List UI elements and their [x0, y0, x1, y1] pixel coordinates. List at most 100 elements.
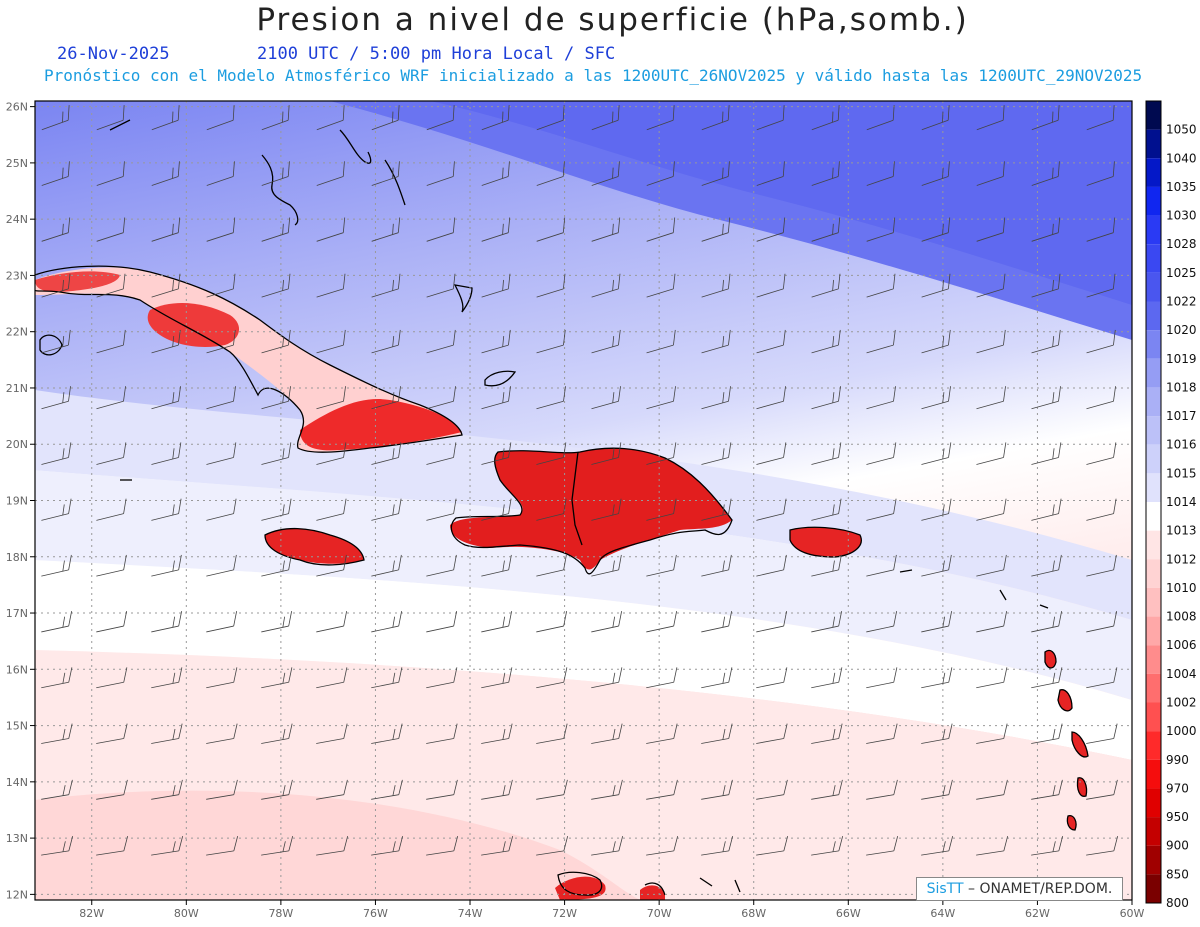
wind-barb [316, 836, 349, 856]
wind-barb [591, 386, 621, 410]
colorbar-swatch-1035 [1146, 158, 1161, 187]
colorbar-swatch-1000 [1146, 702, 1161, 732]
wind-barb [151, 611, 183, 633]
wind-barb [426, 836, 459, 856]
wind-barb [96, 498, 127, 521]
wind-barb [536, 611, 568, 633]
model-subtitle: Pronóstico con el Modelo Atmosférico WRF… [44, 66, 1143, 85]
wind-barb [1086, 611, 1118, 633]
tick-label-62W: 62W [1025, 907, 1050, 920]
wind-barb [371, 611, 403, 633]
wind-barb [976, 442, 1007, 465]
wind-barb [316, 498, 347, 521]
wind-barb [701, 329, 731, 354]
wind-barb [756, 273, 786, 298]
wind-barb [536, 442, 567, 465]
wind-barb [976, 105, 1005, 131]
wind-barb [591, 779, 623, 800]
wind-barb [536, 329, 566, 354]
wind-barb [976, 667, 1008, 689]
colorbar-label-1030: 1030 [1166, 209, 1197, 223]
wind-barb [1086, 442, 1117, 465]
colorbar-swatch-1008 [1146, 587, 1161, 617]
wind-barb [261, 723, 293, 744]
wind-barb [151, 105, 180, 131]
wind-barb [261, 667, 293, 689]
wind-barb [646, 723, 678, 744]
wind-barb [866, 554, 897, 577]
cuba-east-low [300, 399, 462, 451]
colorbar-swatch-1022 [1146, 272, 1161, 302]
wind-barb [976, 836, 1009, 856]
wind-barb [481, 386, 511, 410]
wind-barb [41, 611, 73, 633]
wind-barb [976, 329, 1006, 354]
wind-barb [1031, 554, 1062, 577]
wind-barb [206, 723, 238, 744]
wind-barb [646, 611, 678, 633]
wind-barb [536, 273, 566, 298]
wind-barb [811, 554, 842, 577]
wind-barb [591, 105, 620, 131]
wind-barb [536, 217, 566, 242]
colorbar-label-900: 900 [1166, 839, 1189, 853]
wind-barb [41, 498, 72, 521]
wind-barb [41, 386, 71, 410]
wind-barb [151, 836, 184, 856]
pressure-band-1013 [35, 560, 1132, 760]
wind-barb [261, 779, 293, 800]
wind-barb [316, 554, 347, 577]
wind-barb [701, 611, 733, 633]
wind-barb [371, 273, 401, 298]
colorbar-swatch-800 [1146, 874, 1161, 903]
wind-barb [41, 836, 74, 856]
tick-label-76W: 76W [363, 907, 388, 920]
wind-barb [41, 442, 72, 465]
wind-barb [206, 217, 236, 242]
wind-barb [646, 498, 677, 521]
colorbar-swatch-1012 [1146, 530, 1161, 560]
wind-barb [371, 498, 402, 521]
wind-barb [646, 273, 676, 298]
wind-barb [756, 836, 789, 856]
wind-barb [426, 723, 458, 744]
wind-barb [481, 554, 512, 577]
wind-barb [1086, 273, 1116, 298]
tick-label-26N: 26N [6, 101, 28, 114]
tick-label-18N: 18N [6, 551, 28, 564]
credit-box: SisTT – ONAMET/REP.DOM. [916, 877, 1123, 901]
wind-barb [701, 723, 733, 744]
colorbar-swatch-1002 [1146, 673, 1161, 703]
wind-barb [151, 329, 181, 354]
wind-barb [481, 273, 511, 298]
wind-barb [371, 105, 400, 131]
wind-barb [426, 105, 455, 131]
map-title: Presion a nivel de superficie (hPa,somb.… [256, 2, 969, 38]
wind-barb [921, 329, 951, 354]
wind-barb [371, 779, 403, 800]
colorbar-swatch-1016 [1146, 416, 1161, 445]
wind-barb [811, 161, 840, 186]
wind-barb [756, 554, 787, 577]
wind-barb [481, 779, 513, 800]
wind-barb [371, 386, 401, 410]
wind-barb [481, 611, 513, 633]
wind-barb [151, 442, 182, 465]
wind-barb [1086, 105, 1115, 131]
wind-barb [866, 723, 898, 744]
wind-barb [96, 779, 128, 800]
puerto-rico-low [790, 527, 862, 557]
wind-barb [371, 161, 400, 186]
jamaica-low [265, 528, 364, 564]
colorbar-label-990: 990 [1166, 753, 1189, 767]
wind-barb [96, 836, 129, 856]
wind-barb [261, 217, 291, 242]
wind-barb [316, 161, 345, 186]
wind-barb [206, 161, 235, 186]
wind-barb [591, 217, 621, 242]
wind-barb [536, 498, 567, 521]
wind-barb [481, 161, 510, 186]
colorbar-swatch-1006 [1146, 616, 1161, 646]
wind-barb [591, 442, 622, 465]
forecast-date: 26-Nov-2025 [57, 44, 170, 64]
